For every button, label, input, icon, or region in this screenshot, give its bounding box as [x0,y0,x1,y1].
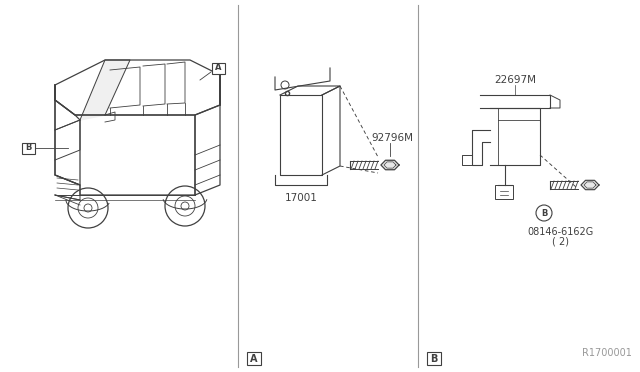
Polygon shape [581,180,599,190]
FancyBboxPatch shape [211,62,225,74]
Text: B: B [541,208,547,218]
FancyBboxPatch shape [427,352,441,365]
Text: 92796M: 92796M [371,133,413,143]
Text: B: B [430,353,438,363]
Text: A: A [215,64,221,73]
Text: A: A [250,353,258,363]
Text: ( 2): ( 2) [552,237,568,247]
Text: 22697M: 22697M [494,75,536,85]
FancyBboxPatch shape [22,142,35,154]
Bar [495,185,513,199]
Text: B: B [25,144,31,153]
Text: 08146-6162G: 08146-6162G [527,227,593,237]
Text: R1700001: R1700001 [582,348,632,358]
Polygon shape [381,160,399,170]
Polygon shape [80,60,130,120]
FancyBboxPatch shape [247,352,261,365]
Text: 17001: 17001 [285,193,317,203]
